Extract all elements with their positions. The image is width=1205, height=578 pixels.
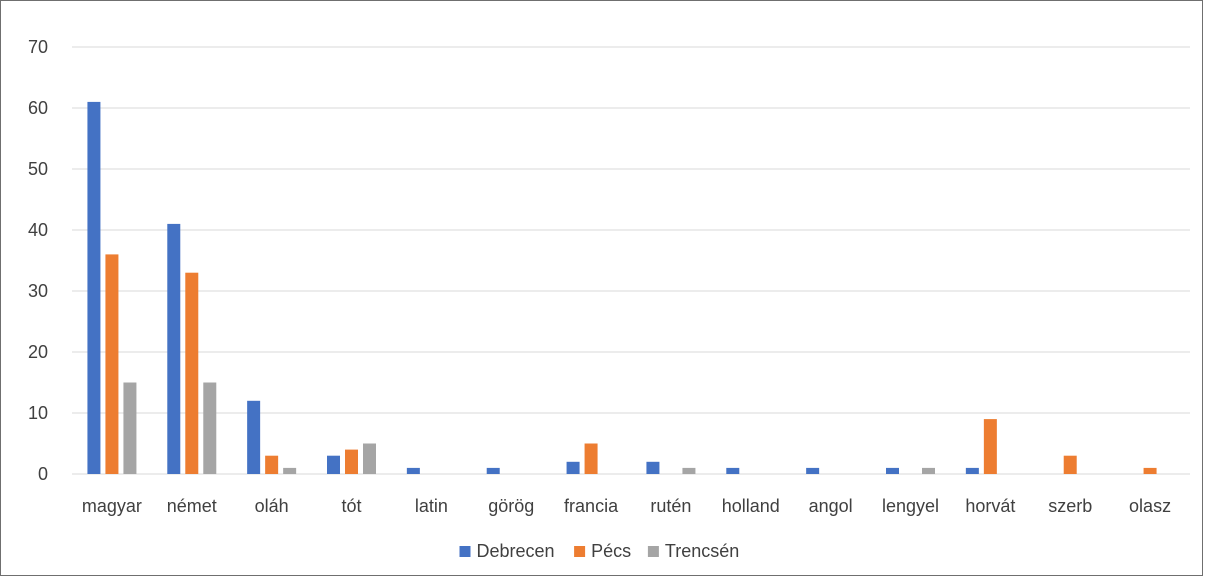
- legend-label: Trencsén: [665, 541, 739, 561]
- bar-debrecen-7: [646, 461, 660, 474]
- bar-trencsen-0: [123, 382, 137, 474]
- legend: Debrecen Pécs Trencsén: [459, 541, 739, 561]
- x-tick-label: latin: [415, 496, 448, 516]
- bar-trencsen-1: [203, 382, 217, 474]
- legend-swatch: [459, 546, 471, 557]
- x-tick-label: görög: [488, 496, 534, 516]
- bar-debrecen-9: [806, 467, 820, 474]
- bar-debrecen-6: [566, 461, 580, 474]
- y-tick-label: 50: [28, 159, 48, 179]
- bar-debrecen-11: [965, 467, 979, 474]
- x-tick-label: tót: [341, 496, 361, 516]
- bar-trencsen-10: [922, 467, 935, 474]
- y-tick-label: 40: [28, 220, 48, 240]
- x-tick-label: szerb: [1048, 496, 1092, 516]
- y-tick-label: 60: [28, 98, 48, 118]
- x-tick-label: olasz: [1129, 496, 1171, 516]
- bar-debrecen-3: [327, 455, 340, 474]
- legend-label: Pécs: [591, 541, 631, 561]
- bar-pecs-11: [983, 419, 997, 474]
- bar-debrecen-2: [247, 400, 261, 474]
- y-tick-label: 10: [28, 403, 48, 423]
- bar-debrecen-4: [406, 467, 420, 474]
- y-tick-label: 30: [28, 281, 48, 301]
- bar-debrecen-10: [886, 467, 899, 474]
- x-tick-label: rutén: [650, 496, 691, 516]
- x-tick-label: angol: [809, 496, 853, 516]
- bar-pecs-12: [1063, 455, 1077, 474]
- y-tick-label: 0: [38, 464, 48, 484]
- bar-debrecen-8: [726, 467, 740, 474]
- bar-debrecen-0: [87, 101, 101, 475]
- x-tick-label: oláh: [255, 496, 289, 516]
- bar-debrecen-5: [486, 467, 500, 474]
- bar-trencsen-7: [682, 467, 696, 474]
- y-axis-ticks: 0 10 20 30 40 50 60 70: [28, 37, 48, 484]
- bar-pecs-6: [584, 443, 598, 474]
- x-axis-ticks: magyar német oláh tót latin görög francia rutén…: [82, 496, 1171, 516]
- y-tick-label: 70: [28, 37, 48, 57]
- legend-label: Debrecen: [477, 541, 555, 561]
- x-tick-label: lengyel: [882, 496, 939, 516]
- legend-swatch: [647, 546, 659, 557]
- x-tick-label: holland: [722, 496, 780, 516]
- legend-swatch: [574, 546, 586, 557]
- bar-pecs-3: [345, 449, 358, 474]
- bar-pecs-0: [105, 254, 119, 474]
- bar-trencsen-2: [283, 467, 297, 474]
- y-tick-label: 20: [28, 342, 48, 362]
- x-tick-label: horvát: [965, 496, 1015, 516]
- x-tick-label: magyar: [82, 496, 142, 516]
- bar-pecs-13: [1143, 467, 1157, 474]
- bar-debrecen-1: [167, 223, 181, 474]
- bar-pecs-2: [265, 455, 279, 474]
- bar-trencsen-3: [363, 443, 376, 474]
- x-tick-label: francia: [564, 496, 619, 516]
- bars: [87, 101, 1157, 475]
- x-tick-label: német: [167, 496, 217, 516]
- gridlines: [72, 46, 1190, 475]
- bar-pecs-1: [185, 272, 199, 474]
